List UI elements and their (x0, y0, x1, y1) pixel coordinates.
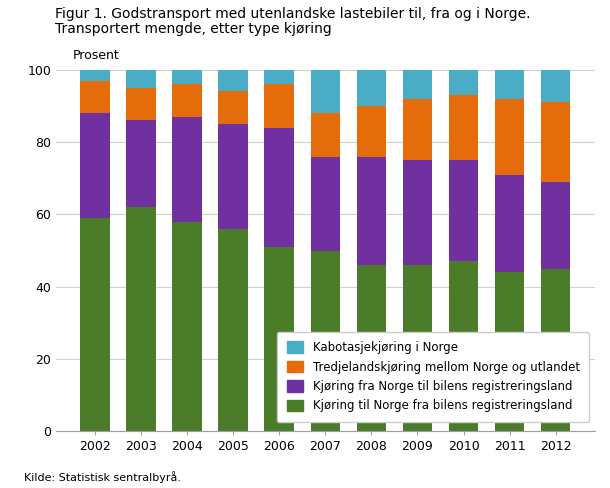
Bar (81, 70, 110, 81)
Bar (126, 207, 156, 431)
Bar (448, 160, 478, 262)
Bar (448, 70, 478, 95)
Bar (540, 70, 570, 102)
Bar (265, 247, 295, 431)
Bar (173, 84, 203, 117)
Bar (356, 157, 387, 265)
Bar (265, 84, 295, 127)
Bar (126, 88, 156, 121)
Bar (218, 229, 248, 431)
Bar (81, 81, 110, 113)
Bar (173, 117, 203, 222)
Bar (403, 265, 432, 431)
Bar (126, 70, 156, 88)
Bar (310, 157, 340, 250)
Bar (495, 70, 525, 99)
Bar (403, 160, 432, 265)
Bar (126, 121, 156, 207)
Text: Prosent: Prosent (73, 49, 119, 62)
Bar (495, 175, 525, 272)
Bar (540, 269, 570, 431)
Bar (218, 124, 248, 229)
Bar (403, 70, 432, 99)
Bar (310, 250, 340, 431)
Bar (540, 182, 570, 269)
Bar (495, 272, 525, 431)
Bar (495, 99, 525, 175)
Bar (448, 262, 478, 431)
Bar (173, 222, 203, 431)
Bar (356, 106, 387, 157)
Bar (540, 102, 570, 182)
Text: Transportert mengde, etter type kjøring: Transportert mengde, etter type kjøring (55, 22, 332, 36)
Bar (173, 70, 203, 84)
Bar (356, 265, 387, 431)
Bar (448, 95, 478, 160)
Text: Figur 1. Godstransport med utenlandske lastebiler til, fra og i Norge.: Figur 1. Godstransport med utenlandske l… (55, 7, 531, 21)
Bar (81, 113, 110, 218)
Bar (218, 91, 248, 124)
Bar (403, 99, 432, 160)
Bar (218, 70, 248, 91)
Bar (265, 127, 295, 247)
Bar (310, 113, 340, 157)
Bar (356, 70, 387, 106)
Legend: Kabotasjekjøring i Norge, Tredjelandskjøring mellom Norge og utlandet, Kjøring f: Kabotasjekjøring i Norge, Tredjelandskjø… (277, 331, 589, 422)
Bar (265, 70, 295, 84)
Bar (81, 218, 110, 431)
Bar (310, 70, 340, 113)
Text: Kilde: Statistisk sentralbyrå.: Kilde: Statistisk sentralbyrå. (24, 471, 181, 483)
